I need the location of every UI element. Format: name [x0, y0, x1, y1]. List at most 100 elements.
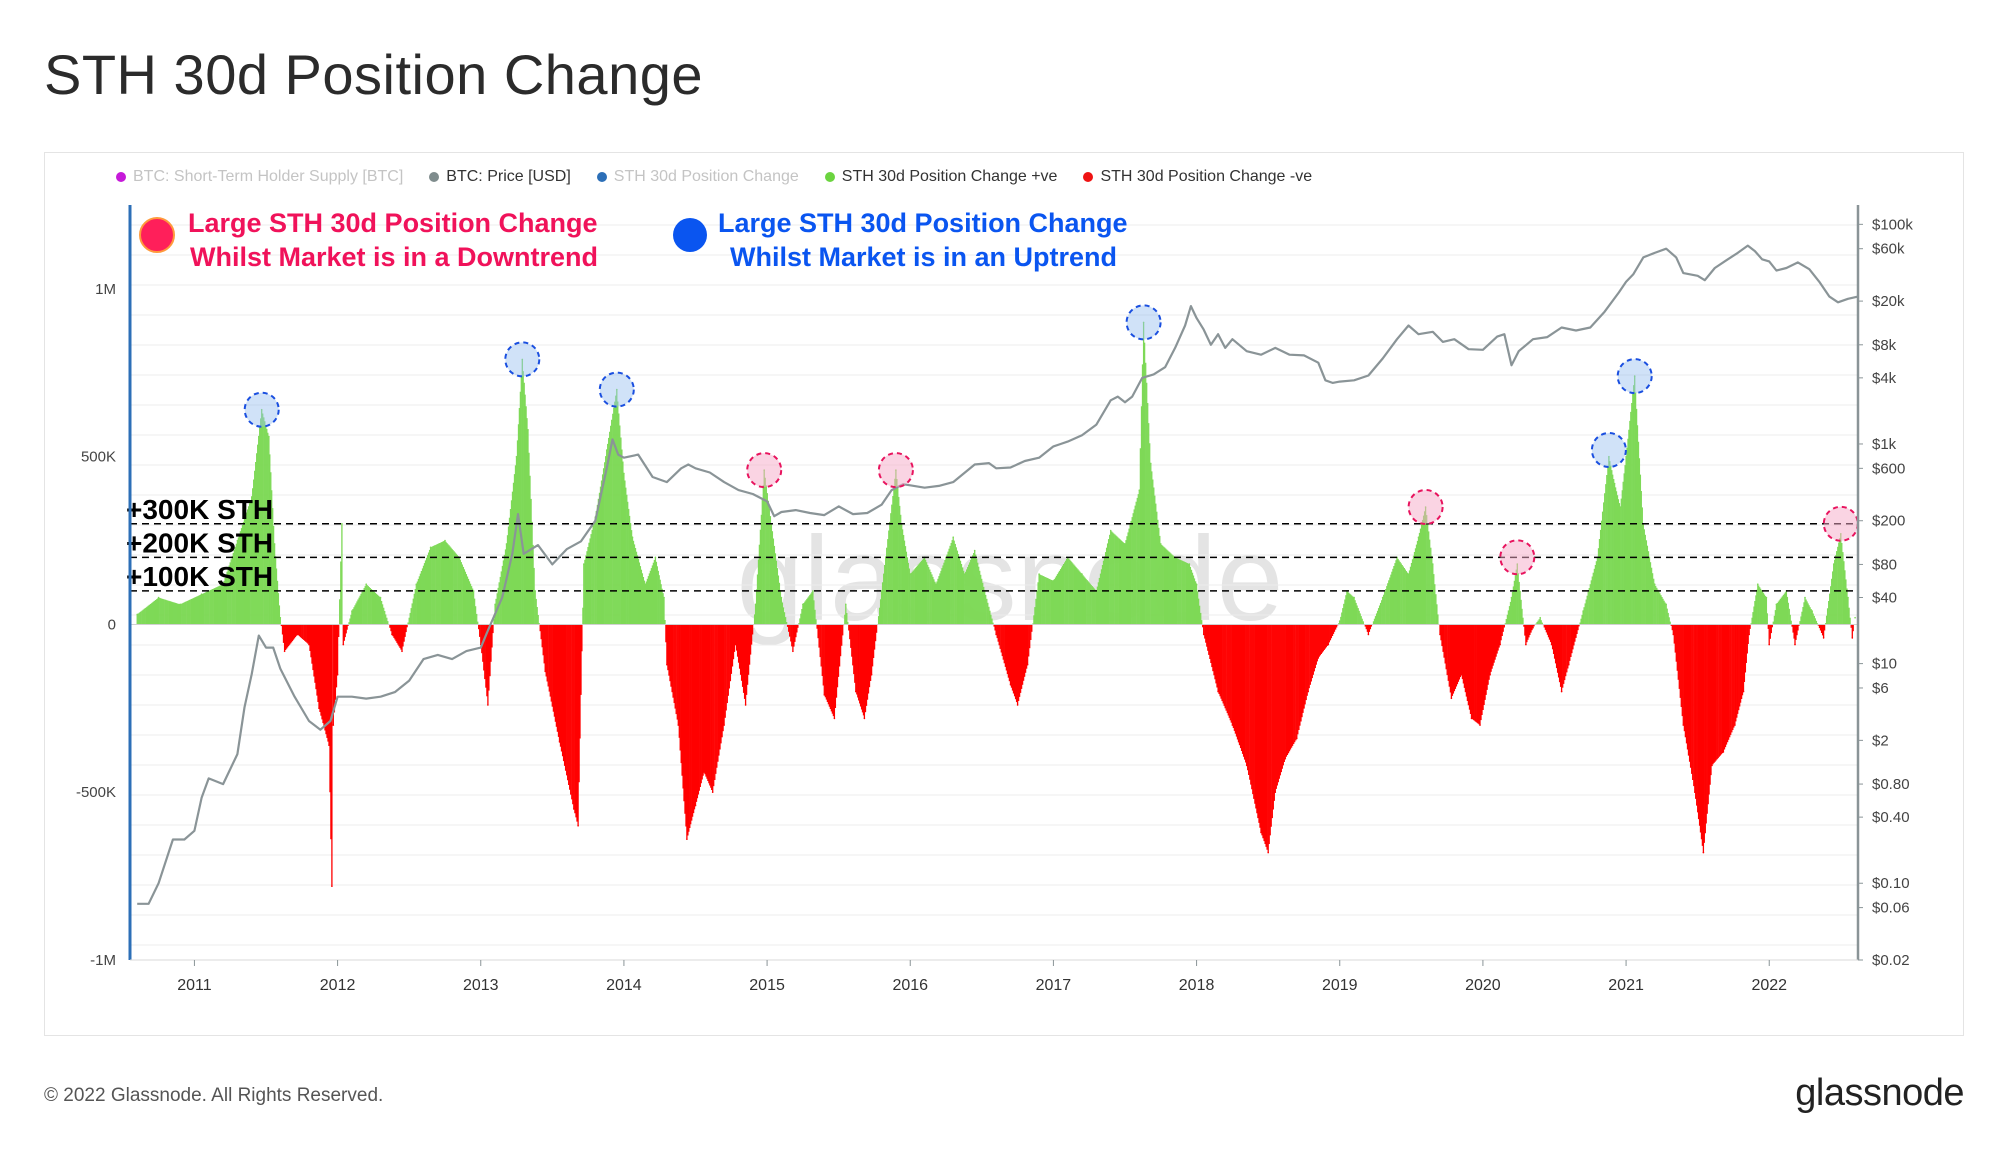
- legend-dot-icon: [116, 172, 126, 182]
- position-change-point: [573, 808, 575, 810]
- position-change-point: [812, 590, 814, 592]
- position-change-point: [1327, 643, 1330, 646]
- position-change-point: [802, 603, 804, 606]
- position-change-point: [734, 643, 737, 646]
- y-left-tick-label: 500K: [81, 449, 116, 466]
- legend-item-position-change[interactable]: STH 30d Position Change: [596, 168, 799, 186]
- uptrend-highlight-marker: [1590, 432, 1627, 468]
- position-change-point: [1038, 573, 1040, 575]
- position-change-point: [1653, 583, 1656, 585]
- position-change-point: [1847, 596, 1849, 599]
- y-right-tick-label: $200: [1872, 513, 1905, 530]
- legend-label: STH 30d Position Change +ve: [841, 168, 1058, 185]
- page-title: STH 30d Position Change: [44, 43, 703, 106]
- position-change-point: [1613, 482, 1616, 485]
- position-change-point: [318, 707, 320, 710]
- threshold-label: +300K STH: [126, 494, 273, 525]
- position-change-point: [663, 596, 665, 599]
- position-change-point: [494, 603, 496, 606]
- position-change-point: [1608, 455, 1610, 458]
- position-change-point: [644, 583, 647, 585]
- y-right-tick-label: $0.40: [1872, 809, 1910, 826]
- position-change-point: [1217, 690, 1219, 693]
- position-change-point: [1854, 616, 1856, 619]
- position-change-point: [136, 613, 138, 616]
- legend-label: STH 30d Position Change: [613, 168, 799, 185]
- y-left-tick-label: 1M: [95, 281, 116, 298]
- position-change-point: [505, 543, 508, 545]
- y-right-tick-label: $600: [1872, 460, 1905, 477]
- position-change-point: [487, 704, 489, 706]
- position-change-point: [703, 771, 705, 773]
- downtrend-highlight-marker: [877, 452, 914, 489]
- position-change-point: [855, 690, 857, 693]
- position-change-point: [558, 741, 561, 743]
- position-change-point: [200, 593, 203, 595]
- position-change-point: [666, 663, 668, 666]
- position-change-point: [1550, 643, 1553, 646]
- position-change-point: [1317, 657, 1320, 659]
- position-change-point: [1188, 563, 1191, 565]
- position-change-point: [677, 724, 680, 726]
- position-change-point: [1417, 536, 1420, 538]
- position-change-point: [1367, 633, 1370, 636]
- y-right-tick-label: $0.06: [1872, 900, 1910, 917]
- y-right-tick-label: $0.02: [1872, 952, 1910, 969]
- legend-item-position-change-positive[interactable]: STH 30d Position Change +ve: [824, 168, 1058, 186]
- position-change-point: [351, 610, 353, 612]
- position-change-point: [273, 543, 276, 545]
- y-left-tick-label: -1M: [90, 952, 116, 969]
- position-change-point: [1009, 684, 1012, 686]
- position-change-point: [1742, 690, 1745, 693]
- position-change-point: [952, 536, 954, 538]
- legend-dot-icon: [1083, 172, 1094, 182]
- position-change-point: [833, 717, 836, 720]
- position-change-point: [1202, 633, 1205, 636]
- y-right-tick-label: $60k: [1872, 241, 1905, 258]
- legend-item-sth-supply[interactable]: BTC: Short-Term Holder Supply [BTC]: [116, 168, 403, 186]
- legend-item-price[interactable]: BTC: Price [USD]: [429, 168, 571, 186]
- position-change-point: [1765, 596, 1768, 599]
- position-change-point: [1665, 603, 1667, 606]
- price-line: [137, 244, 1859, 905]
- y-right-tick-label: $2: [1872, 732, 1889, 749]
- position-change-point: [1407, 573, 1410, 575]
- position-change-point: [1260, 831, 1262, 834]
- position-change-point: [1138, 489, 1141, 492]
- position-change-point: [654, 556, 657, 559]
- y-right-tick-label: $80: [1872, 556, 1897, 573]
- position-change-point: [823, 694, 826, 696]
- annotation-layer: Large STH 30d Position Change Whilst Mar…: [139, 208, 1128, 272]
- legend-label: BTC: Price [USD]: [446, 168, 571, 185]
- position-change-point: [1450, 697, 1453, 700]
- position-change-point: [1748, 633, 1750, 636]
- position-change-point: [1625, 455, 1627, 458]
- position-change-point: [1568, 663, 1570, 666]
- y-left-tick-label: 0: [108, 616, 116, 633]
- position-change-point: [1489, 674, 1491, 676]
- position-change-point: [754, 603, 757, 606]
- position-change-point: [616, 388, 618, 391]
- position-change-point: [1109, 529, 1112, 532]
- position-change-point: [1195, 583, 1198, 585]
- position-change-point: [995, 633, 997, 636]
- position-change-point: [1296, 737, 1298, 740]
- position-change-point: [909, 573, 911, 575]
- position-change-point: [544, 670, 546, 673]
- y-right-tick-label: $0.80: [1872, 776, 1910, 793]
- position-change-point: [1633, 375, 1636, 377]
- position-change-point: [1016, 704, 1019, 706]
- position-change-point: [391, 633, 393, 636]
- x-tick-label: 2015: [749, 977, 785, 994]
- position-change-point: [250, 496, 253, 498]
- position-change-point: [1694, 791, 1696, 793]
- threshold-label: +100K STH: [126, 561, 273, 592]
- legend-item-position-change-negative[interactable]: STH 30d Position Change -ve: [1083, 168, 1312, 186]
- x-tick-label: 2022: [1751, 977, 1787, 994]
- y-right-tick-label: $6: [1872, 680, 1889, 697]
- downtrend-highlight-marker: [746, 452, 783, 489]
- position-change-point: [973, 549, 976, 552]
- position-change-point: [222, 583, 224, 585]
- uptrend-highlight-marker: [504, 341, 541, 378]
